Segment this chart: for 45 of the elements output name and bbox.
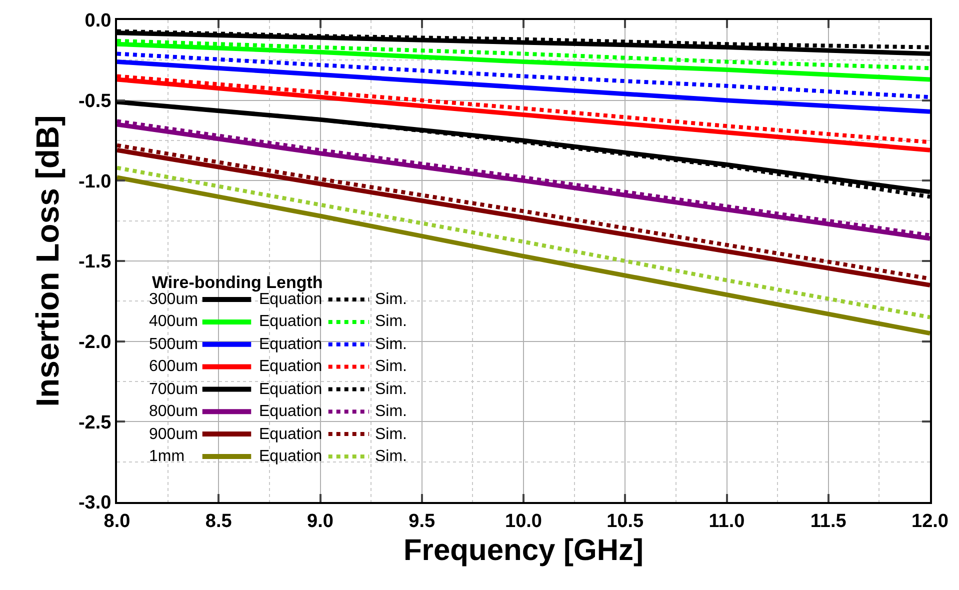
legend-label: Equation [259, 381, 322, 398]
legend-label: Sim. [375, 291, 407, 308]
x-axis-title: Frequency [GHz] [403, 534, 644, 567]
y-tick-label: -1.5 [78, 252, 112, 273]
annotation: 500um [149, 336, 198, 353]
annotation: 700um [149, 381, 198, 398]
legend-label: Sim. [375, 313, 407, 330]
legend-label: Sim. [375, 336, 407, 353]
y-axis-title: Insertion Loss [dB] [29, 115, 66, 407]
legend-label: Equation [259, 448, 322, 465]
x-tick-label: 8.5 [205, 510, 232, 532]
y-tick-label: 0.0 [84, 10, 112, 32]
annotation: 400um [149, 313, 198, 330]
line-series [117, 42, 930, 82]
x-tick-label: 9.0 [307, 510, 334, 532]
legend-label: Equation [259, 358, 322, 375]
annotation: 900um [149, 426, 198, 443]
legend-label: Sim. [375, 448, 407, 465]
annotation: 800um [149, 403, 198, 420]
x-tick-label: 11.5 [810, 510, 847, 532]
legend-label: Sim. [375, 381, 407, 398]
annotation: 600um [149, 358, 198, 375]
line-series [117, 52, 930, 100]
line-series [117, 60, 930, 114]
x-tick-label: 10.5 [606, 510, 644, 532]
y-tick-label: -2.5 [78, 412, 112, 434]
annotation: 1mm [149, 448, 185, 465]
legend-label: Equation [259, 403, 322, 420]
legend-label: Sim. [375, 358, 407, 375]
y-tick-label: -1.0 [78, 171, 112, 192]
legend-title: Wire-bonding Length [152, 273, 323, 292]
legend-label: Equation [259, 336, 322, 353]
y-tick-label: -0.5 [78, 90, 112, 112]
x-tick-label: 12.0 [912, 510, 948, 532]
annotation: 300um [149, 291, 198, 308]
legend-label: Sim. [375, 426, 407, 443]
legend-label: Equation [259, 426, 322, 443]
x-tick-label: 10.0 [505, 510, 542, 532]
y-tick-label: -2.0 [78, 332, 112, 353]
legend-label: Equation [259, 313, 322, 330]
legend-label: Equation [259, 291, 322, 308]
x-tick-label: 11.0 [708, 510, 745, 532]
legend-label: Sim. [375, 403, 407, 420]
line-series [117, 175, 930, 336]
x-tick-label: 9.5 [408, 510, 436, 532]
